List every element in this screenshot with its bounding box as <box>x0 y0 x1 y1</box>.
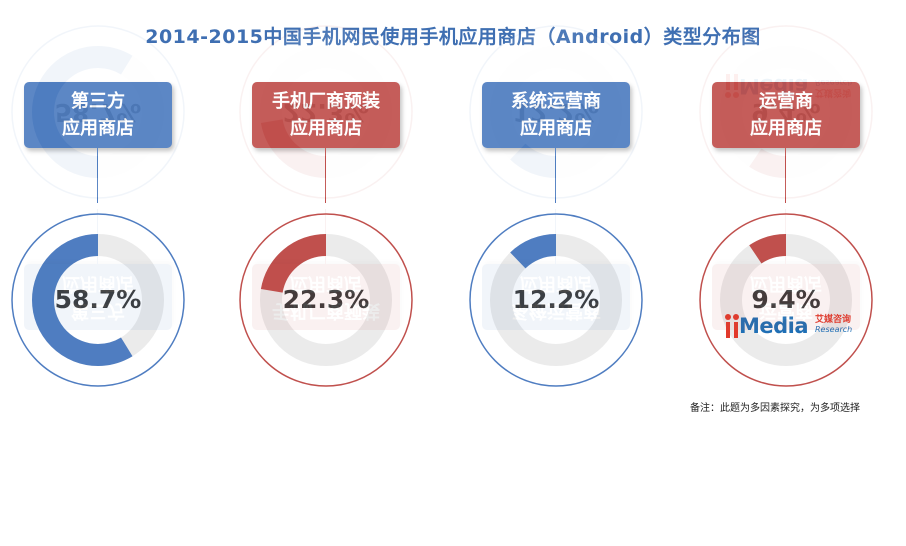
logo-media-text: Media <box>739 314 808 338</box>
connector-line <box>325 148 326 203</box>
category-label-line1: 系统运营商 <box>482 88 630 115</box>
connector-line <box>785 148 786 203</box>
category-label-line2: 应用商店 <box>482 115 630 142</box>
category-label-line2: 应用商店 <box>712 115 860 142</box>
donut-item-3: 系统运营商应用商店 12.2% <box>458 0 654 400</box>
donut-item-2: 手机厂商预装应用商店 22.3% <box>228 0 424 400</box>
category-label-box: 第三方应用商店 <box>24 82 172 148</box>
category-label-box: 运营商应用商店 <box>712 82 860 148</box>
category-label-line1: 运营商 <box>712 88 860 115</box>
category-label-line2: 应用商店 <box>252 115 400 142</box>
category-label-line2: 应用商店 <box>24 115 172 142</box>
logo-research-text: Research <box>815 325 852 334</box>
logo-cn-text: 艾媒咨询 <box>815 312 851 325</box>
connector-line <box>97 148 98 203</box>
category-label-line1: 手机厂商预装 <box>252 88 400 115</box>
value-label: 58.7% <box>0 285 196 314</box>
value-label: 12.2% <box>458 285 654 314</box>
value-label: 22.3% <box>228 285 424 314</box>
category-label-box: 手机厂商预装应用商店 <box>252 82 400 148</box>
connector-line <box>555 148 556 203</box>
footnote: 备注：此题为多因素探究，为多项选择 <box>690 399 860 414</box>
value-label: 9.4% <box>688 285 884 314</box>
donut-item-1: 第三方应用商店 58.7% <box>0 0 196 400</box>
category-label-line1: 第三方 <box>24 88 172 115</box>
category-label-box: 系统运营商应用商店 <box>482 82 630 148</box>
